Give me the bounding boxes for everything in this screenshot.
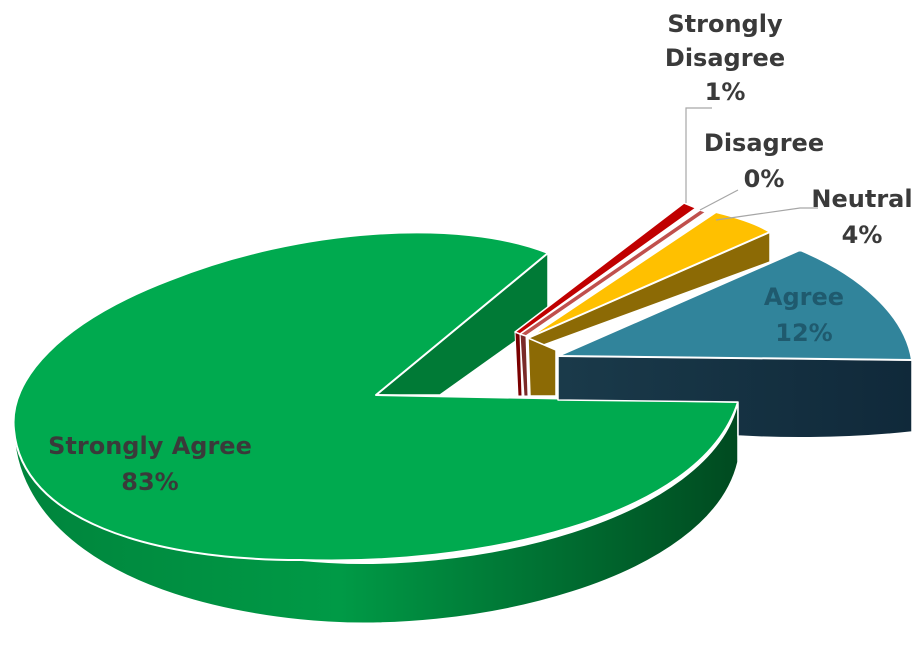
label-strongly-disagree-line1: Strongly [667, 10, 783, 38]
slice-disagree [519, 209, 707, 397]
label-strongly-agree: Strongly Agree [48, 432, 252, 460]
label-strongly-disagree-pct: 1% [705, 78, 746, 106]
label-neutral: Neutral [811, 185, 912, 213]
label-strongly-disagree-line2: Disagree [665, 44, 785, 72]
slice-strongly-agree-top [12, 231, 739, 562]
label-neutral-pct: 4% [842, 221, 883, 249]
slice-agree-top [557, 249, 913, 361]
label-disagree: Disagree [704, 129, 824, 157]
slice-agree-side [557, 355, 913, 439]
label-disagree-pct: 0% [744, 165, 785, 193]
label-strongly-agree-pct: 83% [121, 468, 178, 496]
label-agree-pct: 12% [775, 319, 832, 347]
slice-agree [557, 249, 913, 439]
slice-strongly-disagree-top [514, 202, 697, 335]
leader-line-neutral [715, 207, 818, 221]
slice-neutral [527, 211, 771, 397]
label-agree: Agree [764, 283, 844, 311]
slice-strongly-disagree [514, 202, 697, 397]
slice-disagree-top [519, 209, 707, 337]
leader-line-disagree [699, 189, 739, 211]
slice-neutral-top [527, 211, 771, 339]
slice-neutral-side-front [527, 337, 557, 397]
slice-strongly-agree [12, 231, 739, 624]
leader-line-strongly-disagree [685, 107, 712, 203]
